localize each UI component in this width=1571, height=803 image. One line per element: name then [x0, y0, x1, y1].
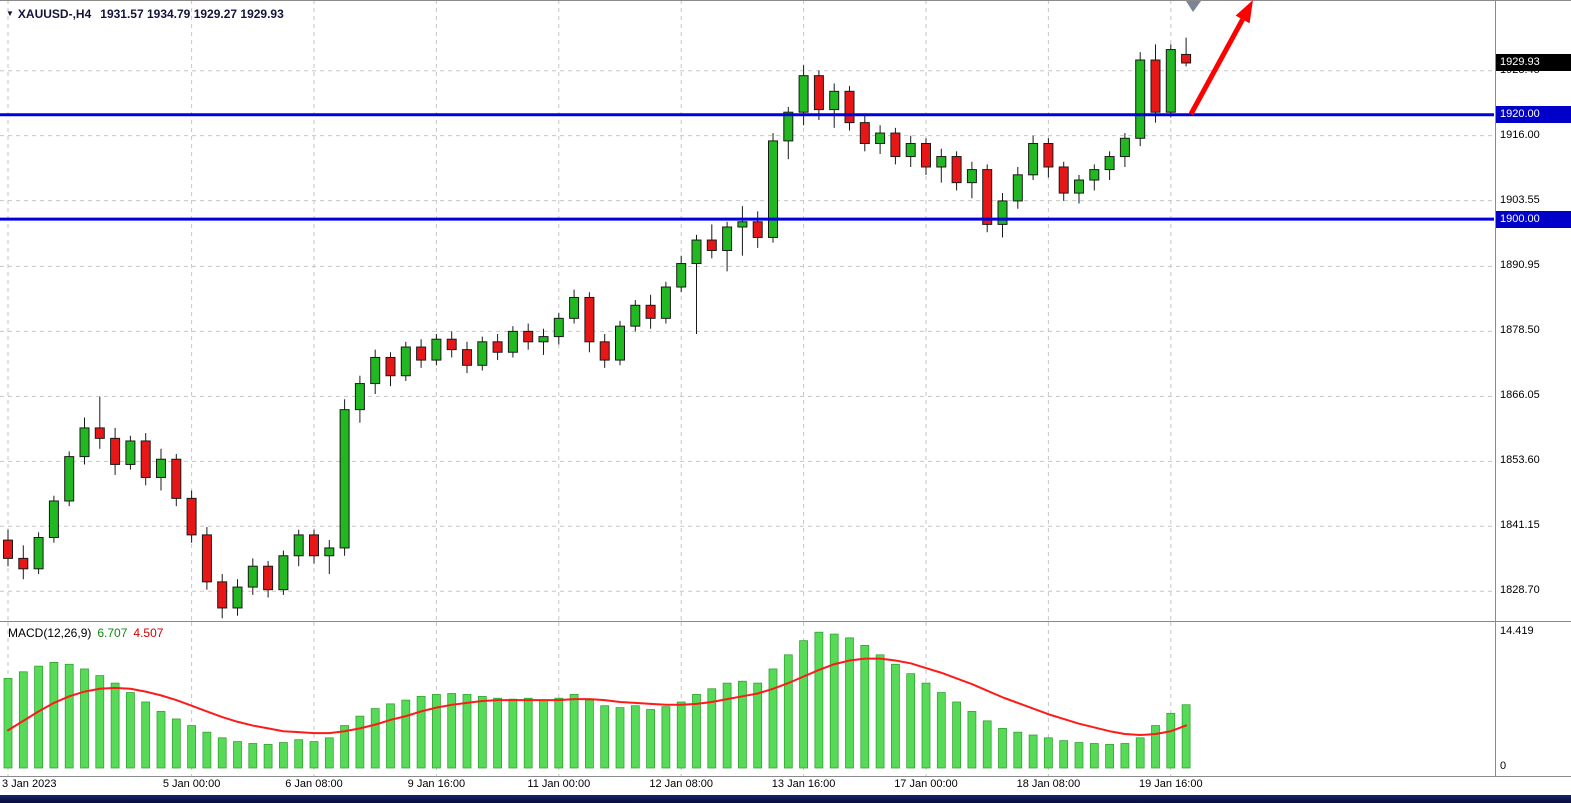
time-axis-label: 12 Jan 08:00: [649, 778, 713, 790]
time-axis-label: 5 Jan 00:00: [162, 778, 221, 790]
pane-borders: [0, 0, 1571, 777]
time-axis-label: 17 Jan 00:00: [894, 778, 958, 790]
macd-main-value: 6.707: [97, 626, 128, 640]
time-axis-label: 13 Jan 16:00: [771, 778, 836, 790]
time-axis-label: 9 Jan 16:00: [407, 778, 466, 790]
gridlines: [0, 0, 1494, 776]
cursor-artifact: [1186, 1, 1201, 12]
time-axis-label: 3 Jan 2023: [2, 778, 57, 790]
price-tick-label: 1890.95: [1500, 259, 1540, 271]
price-tick-label: 1916.00: [1500, 129, 1540, 141]
symbol-dropdown-icon[interactable]: ▼: [6, 9, 14, 18]
macd-signal-value: 4.507: [133, 626, 164, 640]
macd-histogram: [3, 631, 1191, 769]
price-tick-label: 1903.55: [1500, 194, 1540, 206]
price-level-badge: 1920.00: [1496, 106, 1571, 123]
macd-scale-min: 0: [1500, 760, 1507, 772]
time-axis-label: 19 Jan 16:00: [1138, 778, 1203, 790]
macd-name: MACD(12,26,9): [8, 626, 92, 640]
price-tick-label: 1853.60: [1500, 454, 1540, 466]
price-axis[interactable]: 1929.93 1920.001900.001928.451916.001903…: [1496, 0, 1571, 776]
candlesticks: [3, 37, 1192, 619]
price-tick-label: 1841.15: [1500, 519, 1540, 531]
time-axis-label: 11 Jan 00:00: [527, 778, 591, 790]
current-price-badge: 1929.93: [1496, 54, 1571, 71]
time-axis[interactable]: 3 Jan 2023 5 Jan 00:00 6 Jan 08:00 9 Jan 16…: [0, 777, 1494, 795]
price-tick-label: 1828.70: [1500, 584, 1540, 596]
symbol-info: ▼ XAUUSD-,H4 1931.57 1934.79 1929.27 1929.…: [6, 7, 284, 21]
price-tick-label: 1866.05: [1500, 389, 1540, 401]
ohlc-readout: 1931.57 1934.79 1929.27 1929.93: [100, 7, 284, 21]
time-axis-label: 18 Jan 08:00: [1016, 778, 1081, 790]
time-axis-label: 6 Jan 08:00: [285, 778, 343, 790]
symbol-timeframe: XAUUSD-,H4: [17, 7, 92, 21]
price-tick-label: 1878.50: [1500, 324, 1540, 336]
window-bottom-edge: [0, 795, 1571, 803]
macd-indicator-label: MACD(12,26,9) 6.707 4.507: [8, 626, 163, 640]
macd-signal-line: [7, 657, 1188, 736]
support-resistance-lines[interactable]: [0, 113, 1494, 221]
price-level-badge: 1900.00: [1496, 211, 1571, 228]
trend-arrow[interactable]: [1186, 0, 1253, 116]
macd-scale-max: 14.419: [1500, 625, 1534, 637]
